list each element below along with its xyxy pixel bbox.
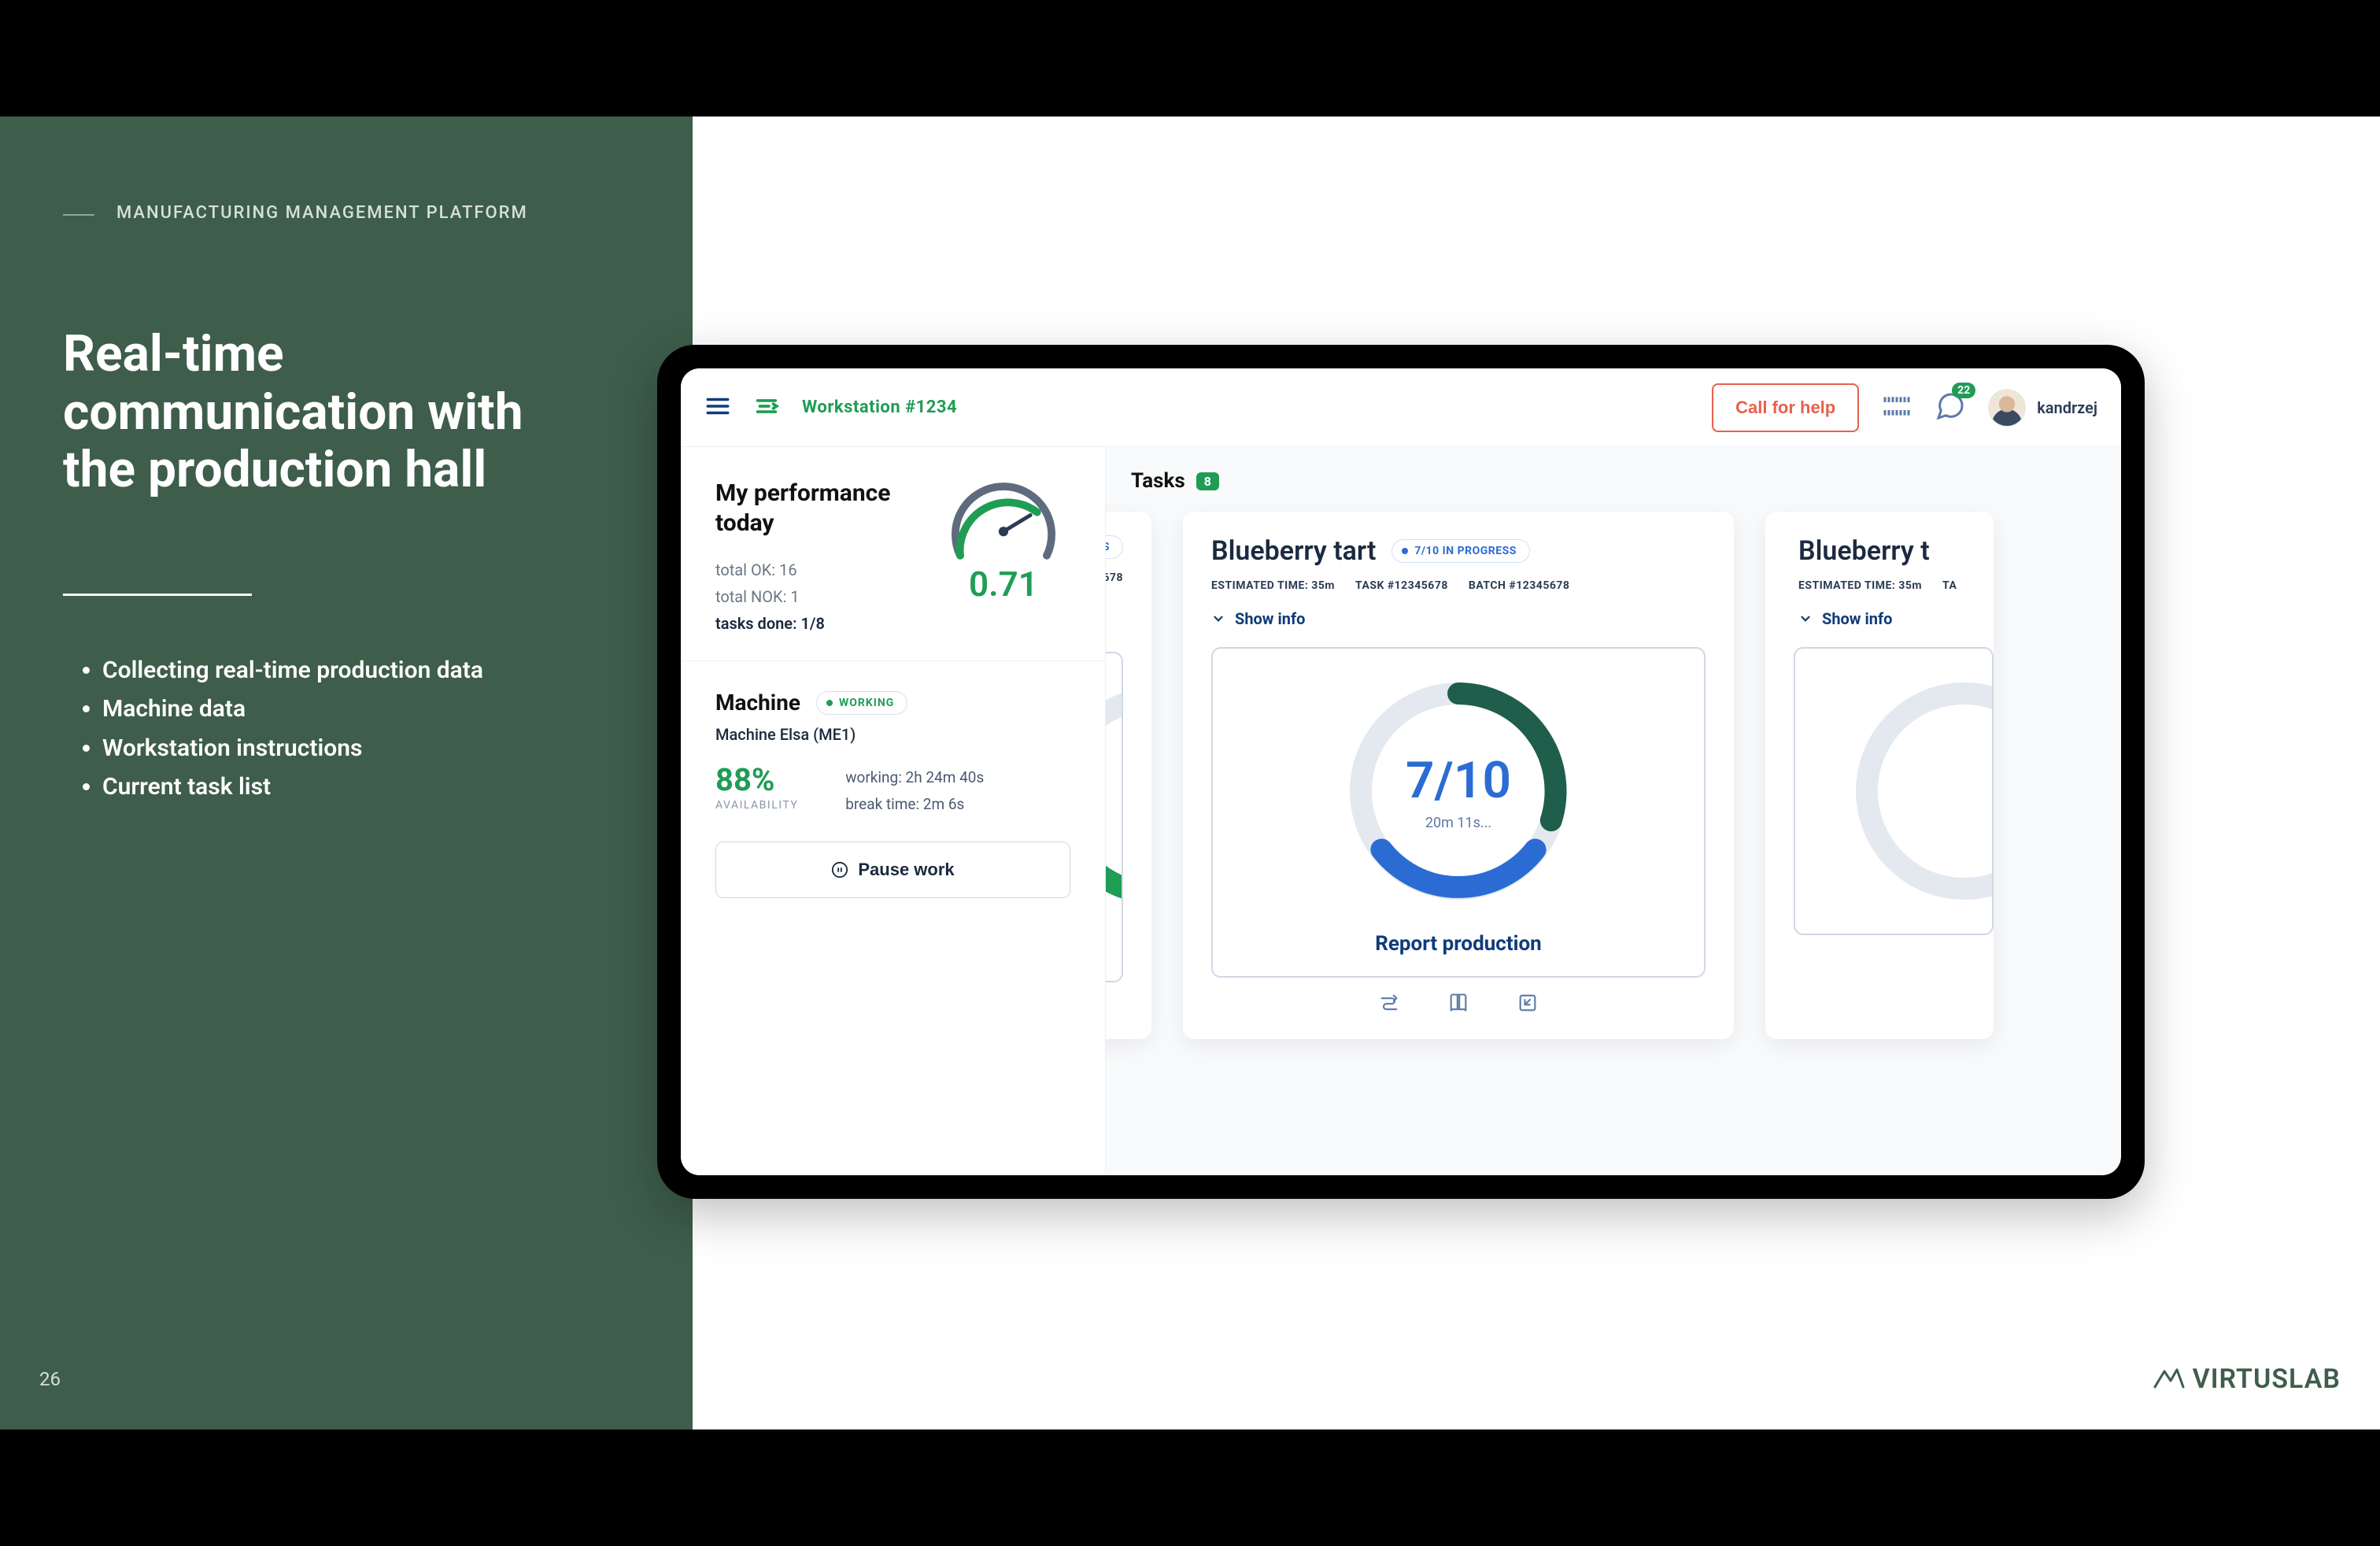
status-dot-icon — [1402, 548, 1408, 554]
task-meta: ESTIMATED TIME: 35m TASK #12345678 BATCH… — [1211, 579, 1706, 592]
show-info-toggle[interactable]: Show info — [1794, 609, 1994, 628]
perf-tasks-done: tasks done: 1/8 — [715, 610, 913, 637]
meta-fragment: 345678 — [1106, 571, 1123, 584]
slide-divider — [63, 594, 252, 596]
gauge-value: 0.71 — [937, 564, 1070, 605]
app-sidebar: My performance today total OK: 16 total … — [681, 447, 1106, 1175]
availability-pct: 88% — [715, 764, 798, 796]
user-chip[interactable]: kandrzej — [1988, 389, 2097, 427]
progress-ring-box: 7/10 20m 11s... Report production — [1211, 647, 1706, 978]
app-main: Tasks 8 OGRESS — [1106, 447, 2121, 1175]
task-title: Blueberry tart — [1211, 535, 1376, 567]
card-tools — [1211, 992, 1706, 1017]
call-for-help-button[interactable]: Call for help — [1712, 383, 1859, 432]
meta-task-fragment: TA — [1942, 579, 1957, 592]
workstation-name: Workstation #1234 — [802, 398, 957, 417]
availability-label: AVAILABILITY — [715, 799, 798, 812]
bullet-item: Collecting real-time production data — [102, 651, 630, 690]
machine-working-time: working: 2h 24m 40s — [845, 764, 984, 791]
show-info-label: Show info — [1822, 609, 1892, 628]
status-dot-icon — [826, 700, 833, 706]
tablet-frame: Workstation #1234 Call for help 22 kandr… — [657, 345, 2145, 1199]
availability-block: 88% AVAILABILITY — [715, 764, 798, 812]
perf-nok: total NOK: 1 — [715, 583, 913, 610]
machine-status-text: WORKING — [839, 697, 894, 709]
task-card-current[interactable]: Blueberry tart 7/10 IN PROGRESS ESTIMATE… — [1183, 512, 1734, 1039]
show-info-label: Show info — [1235, 609, 1305, 628]
task-cards-row[interactable]: OGRESS 345678 — [1106, 512, 2121, 1039]
meta-time: ESTIMATED TIME: 35m — [1798, 579, 1922, 592]
note-icon[interactable] — [1517, 992, 1539, 1017]
machine-times: working: 2h 24m 40s break time: 2m 6s — [845, 764, 984, 818]
slide-viewport: MANUFACTURING MANAGEMENT PLATFORM Real-t… — [0, 117, 2380, 1429]
performance-title: My performance today — [715, 479, 913, 538]
slide-right-panel: Workstation #1234 Call for help 22 kandr… — [693, 117, 2380, 1429]
slide-title-line2: communication with — [63, 383, 523, 442]
report-production-link[interactable]: Report production — [1375, 932, 1542, 956]
slide-title-line3: the production hall — [63, 440, 486, 499]
kicker-row: MANUFACTURING MANAGEMENT PLATFORM — [63, 203, 630, 223]
kicker-text: MANUFACTURING MANAGEMENT PLATFORM — [116, 203, 528, 223]
slide-bullets: Collecting real-time production data Mac… — [63, 651, 630, 807]
app-header: Workstation #1234 Call for help 22 kandr… — [681, 368, 2121, 447]
performance-stats: total OK: 16 total NOK: 1 tasks done: 1/… — [715, 557, 913, 637]
machine-break-time: break time: 2m 6s — [845, 791, 984, 818]
tasks-title: Tasks — [1131, 469, 1185, 493]
avatar — [1988, 389, 2026, 427]
machine-card: Machine WORKING Machine Elsa (ME1) 88% — [681, 661, 1105, 926]
tablet-screen: Workstation #1234 Call for help 22 kandr… — [681, 368, 2121, 1175]
slide-title: Real-time communication with the product… — [63, 325, 630, 499]
ring-subtext: 20m 11s... — [1425, 815, 1491, 831]
meta-batch: BATCH #12345678 — [1469, 579, 1570, 592]
barcode-icon[interactable] — [1881, 390, 1913, 425]
book-icon[interactable] — [1447, 992, 1469, 1017]
task-card-prev[interactable]: OGRESS 345678 — [1106, 512, 1151, 1039]
progress-ring: 7/10 20m 11s... — [1336, 669, 1580, 913]
card-tools — [1106, 997, 1123, 1022]
machine-name: Machine Elsa (ME1) — [715, 725, 1070, 744]
tasks-count-badge: 8 — [1196, 472, 1219, 490]
page-number: 26 — [39, 1368, 61, 1390]
bullet-item: Machine data — [102, 690, 630, 729]
meta-time: ESTIMATED TIME: 35m — [1211, 579, 1335, 592]
pause-work-label: Pause work — [858, 860, 954, 880]
slide-left-panel: MANUFACTURING MANAGEMENT PLATFORM Real-t… — [0, 117, 693, 1429]
bullet-item: Current task list — [102, 767, 630, 807]
ring-value: 7/10 — [1406, 751, 1511, 810]
tasks-header: Tasks 8 — [1128, 469, 2121, 493]
route-icon[interactable] — [1378, 992, 1400, 1017]
task-title-fragment: Blueberry t — [1798, 535, 1930, 567]
brand-logo: VIRTUSLAB — [2150, 1360, 2341, 1398]
perf-ok: total OK: 16 — [715, 557, 913, 583]
username: kandrzej — [2037, 398, 2097, 417]
app-logo-icon — [753, 393, 780, 423]
progress-pill-text: OGRESS — [1106, 541, 1110, 553]
progress-text: 7/10 IN PROGRESS — [1414, 545, 1517, 557]
bullet-item: Workstation instructions — [102, 729, 630, 768]
performance-card: My performance today total OK: 16 total … — [681, 447, 1105, 661]
machine-status-pill: WORKING — [816, 691, 907, 715]
performance-gauge: 0.71 — [937, 479, 1070, 605]
menu-icon[interactable] — [704, 393, 731, 423]
meta-task: TASK #12345678 — [1355, 579, 1448, 592]
pause-work-button[interactable]: Pause work — [715, 841, 1070, 898]
task-card-next[interactable]: Blueberry t ESTIMATED TIME: 35m TA Show … — [1765, 512, 1994, 1039]
app-body: My performance today total OK: 16 total … — [681, 447, 2121, 1175]
chat-badge: 22 — [1952, 383, 1975, 398]
kicker-line — [63, 214, 94, 216]
show-info-toggle[interactable]: Show info — [1211, 609, 1706, 628]
progress-pill: OGRESS — [1106, 535, 1123, 559]
machine-title: Machine — [715, 690, 800, 716]
brand-name: VIRTUSLAB — [2193, 1363, 2341, 1395]
chat-icon[interactable]: 22 — [1935, 390, 1966, 425]
slide-title-line1: Real-time — [63, 324, 284, 383]
performance-title-l2: today — [715, 509, 774, 537]
performance-title-l1: My performance — [715, 479, 891, 507]
progress-pill: 7/10 IN PROGRESS — [1391, 539, 1530, 563]
note-icon[interactable] — [1106, 997, 1107, 1022]
